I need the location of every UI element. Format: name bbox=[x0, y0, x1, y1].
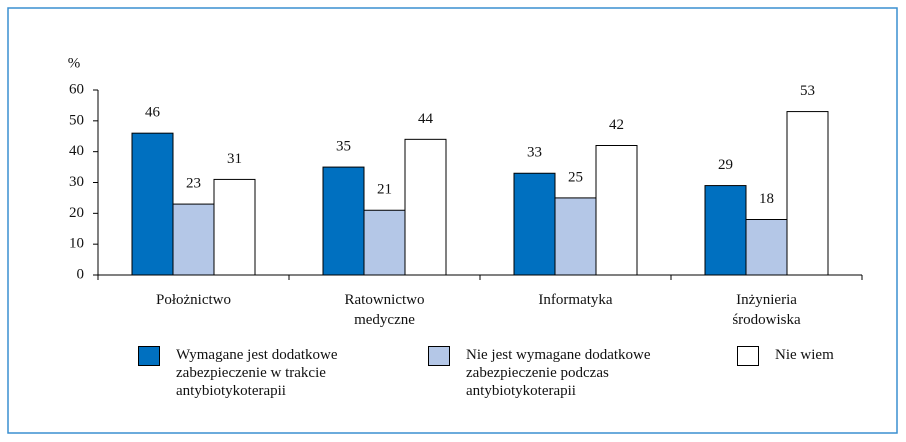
frame bbox=[7, 7, 898, 434]
data-label: 33 bbox=[527, 145, 542, 161]
data-label: 31 bbox=[227, 151, 242, 167]
y-tick-label: 20 bbox=[69, 205, 84, 221]
bar bbox=[745, 219, 788, 276]
bar bbox=[322, 166, 365, 276]
y-tick-label: 0 bbox=[77, 266, 85, 282]
bar bbox=[363, 209, 406, 276]
x-tick-label: Położnictwo bbox=[156, 292, 231, 308]
y-tick-label: 40 bbox=[69, 143, 84, 159]
y-tick-label: 30 bbox=[69, 174, 84, 190]
legend-item: Wymagane jest dodatkowe zabezpieczenie w… bbox=[138, 346, 376, 400]
legend-item: Nie wiem bbox=[737, 346, 875, 366]
bar bbox=[404, 138, 447, 276]
data-label: 21 bbox=[377, 182, 392, 198]
legend-swatch bbox=[428, 346, 450, 366]
y-axis-label: % bbox=[68, 55, 81, 71]
data-label: 46 bbox=[145, 105, 161, 121]
data-label: 53 bbox=[800, 83, 815, 99]
data-label: 25 bbox=[568, 169, 583, 185]
legend-swatch bbox=[737, 346, 759, 366]
data-label: 18 bbox=[759, 191, 774, 207]
bar bbox=[595, 145, 638, 276]
legend-swatch bbox=[138, 346, 160, 366]
legend-item: Nie jest wymagane dodatkowe zabezpieczen… bbox=[428, 346, 706, 400]
legend-label: Nie wiem bbox=[775, 347, 834, 363]
legend-label: Wymagane jest dodatkowe zabezpieczenie w… bbox=[176, 347, 338, 399]
bar bbox=[213, 178, 256, 276]
data-label: 23 bbox=[186, 176, 201, 192]
bar bbox=[513, 172, 556, 276]
x-tick-label: Ratownictwo medyczne bbox=[345, 292, 425, 328]
bar bbox=[704, 185, 747, 276]
x-tick-label: Inżynieria środowiska bbox=[732, 292, 801, 328]
data-label: 44 bbox=[418, 111, 434, 127]
y-tick-label: 60 bbox=[69, 81, 84, 97]
legend-label: Nie jest wymagane dodatkowe zabezpieczen… bbox=[466, 347, 651, 399]
data-label: 35 bbox=[336, 139, 351, 155]
data-label: 42 bbox=[609, 117, 624, 133]
data-label: 29 bbox=[718, 157, 733, 173]
y-tick-label: 50 bbox=[69, 112, 84, 128]
x-tick-label: Informatyka bbox=[538, 292, 612, 308]
bar bbox=[131, 132, 174, 276]
bar bbox=[786, 111, 829, 276]
y-tick-label: 10 bbox=[69, 236, 84, 252]
bar bbox=[172, 203, 215, 276]
bar bbox=[554, 197, 597, 276]
